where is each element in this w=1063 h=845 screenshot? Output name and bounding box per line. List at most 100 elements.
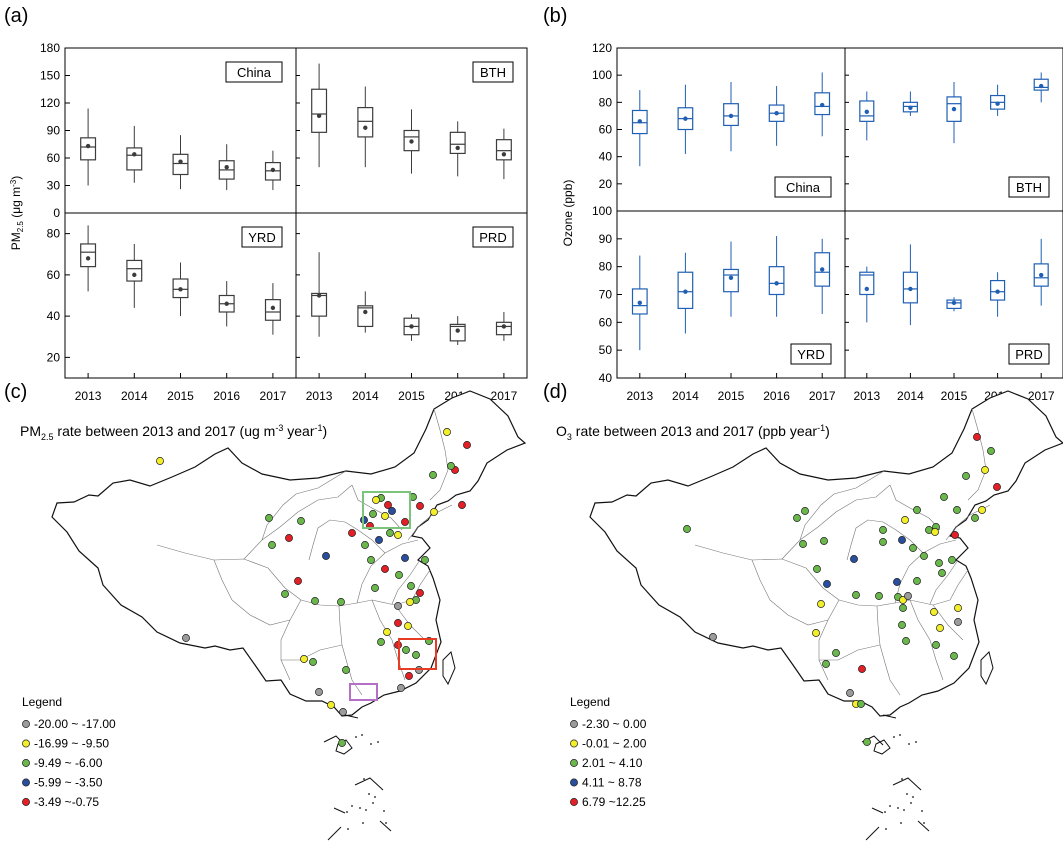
y-tick-label: 80 [599,260,613,274]
box-prd-2017 [1033,238,1049,306]
station-dot-yellow [394,531,402,539]
x-tick-label: 2013 [853,389,880,403]
box-china-2017 [264,150,281,191]
panel-label-b: (b) [543,5,567,27]
station-dot-red [416,589,424,597]
station-dot-yellow [372,496,380,504]
south-sea-island-dot [351,805,353,807]
province-border [338,605,363,696]
south-sea-island-dot [901,778,903,780]
station-dot-green [857,700,865,708]
y-tick-label: 0 [53,206,60,220]
box-bth-2013 [859,91,875,141]
region-label-box [774,176,832,198]
mean-dot [728,113,734,119]
box-iqr [80,137,97,161]
station-dot-yellow [817,600,825,608]
box-iqr [859,271,875,296]
south-sea-island-dot [365,809,367,811]
station-dot-green [407,582,415,590]
country-border [589,390,1063,717]
box-yrd-2017 [264,283,281,335]
mean-dot [637,119,642,124]
y-tick-label: 60 [47,268,61,282]
station-dot-green [879,538,887,546]
y-tick-label: 180 [40,41,60,55]
legend-dot-red [22,798,30,806]
ozone-y-axis-label: Ozone (ppb) [561,180,575,247]
x-tick-label: 2015 [398,389,425,403]
south-sea-island-dot [372,802,374,804]
south-sea-island-dot [347,828,349,830]
province-border [356,539,419,604]
station-dot-green [987,447,995,455]
station-dot-green [281,590,289,598]
box-yrd-2015 [723,241,739,317]
mean-dot [363,125,368,130]
province-border [231,599,291,626]
south-sea-island-dot [362,822,364,824]
south-sea-dash [354,777,384,791]
y-tick-label: 90 [599,232,613,246]
station-dot-green [920,552,928,560]
south-sea-island-dot [355,736,357,738]
station-dot-green [361,541,369,549]
station-dot-green [913,577,921,585]
mean-dot [774,111,779,116]
station-dot-red [463,441,471,449]
legend-dot-blue [22,778,30,787]
box-yrd-2016 [218,281,235,327]
station-dot-green [940,493,948,501]
y-tick-label: 40 [47,309,61,323]
mean-dot [178,159,183,164]
south-sea-island-dot [921,810,923,812]
region-label-box [472,61,514,83]
station-dot-green [863,738,871,746]
y-tick-label: 90 [47,124,61,138]
south-sea-island-dot [346,811,348,813]
station-dot-blue [893,578,901,586]
station-dot-blue [850,555,858,563]
station-dot-yellow [156,457,164,465]
station-dot-green [386,529,394,537]
mean-dot [683,289,688,294]
prd-highlight-box [349,683,378,701]
station-dot-green [367,556,375,564]
panel-label-c: (c) [4,381,27,403]
x-tick-label: 2014 [672,389,699,403]
station-dot-green [971,514,979,522]
y-tick-label: 40 [599,150,613,164]
box-iqr [357,305,374,328]
station-dot-green [369,510,377,518]
mean-dot [455,145,460,151]
province-border [769,599,829,626]
province-border [932,604,964,641]
south-sea-dash [327,826,342,841]
station-dot-green [832,649,840,657]
south-sea-island-dot [923,822,925,824]
region-label-yrd: YRD [248,230,275,245]
y-tick-label: 100 [592,68,612,82]
station-dot-blue [898,536,906,544]
south-sea-dash [917,820,930,832]
south-sea-island-dot [897,807,899,809]
station-dot-green [899,604,907,612]
south-sea-island-dot [370,743,372,745]
station-dot-red [993,483,1001,491]
mean-dot [224,301,229,306]
province-border [308,519,386,561]
mean-dot [637,300,642,306]
province-border [429,408,449,501]
station-dot-grey [182,634,190,642]
mean-dot [951,300,957,306]
legend-label: -9.49 ~ -6.00 [34,756,103,770]
y-tick-label: 20 [599,177,613,191]
legend-dot-green [22,759,30,767]
mean-dot [270,305,276,311]
station-dot-red [381,565,389,573]
x-tick-label: 2014 [121,389,148,403]
station-dot-green [793,514,801,522]
taiwan-island [980,651,994,686]
station-dot-yellow [931,528,939,536]
